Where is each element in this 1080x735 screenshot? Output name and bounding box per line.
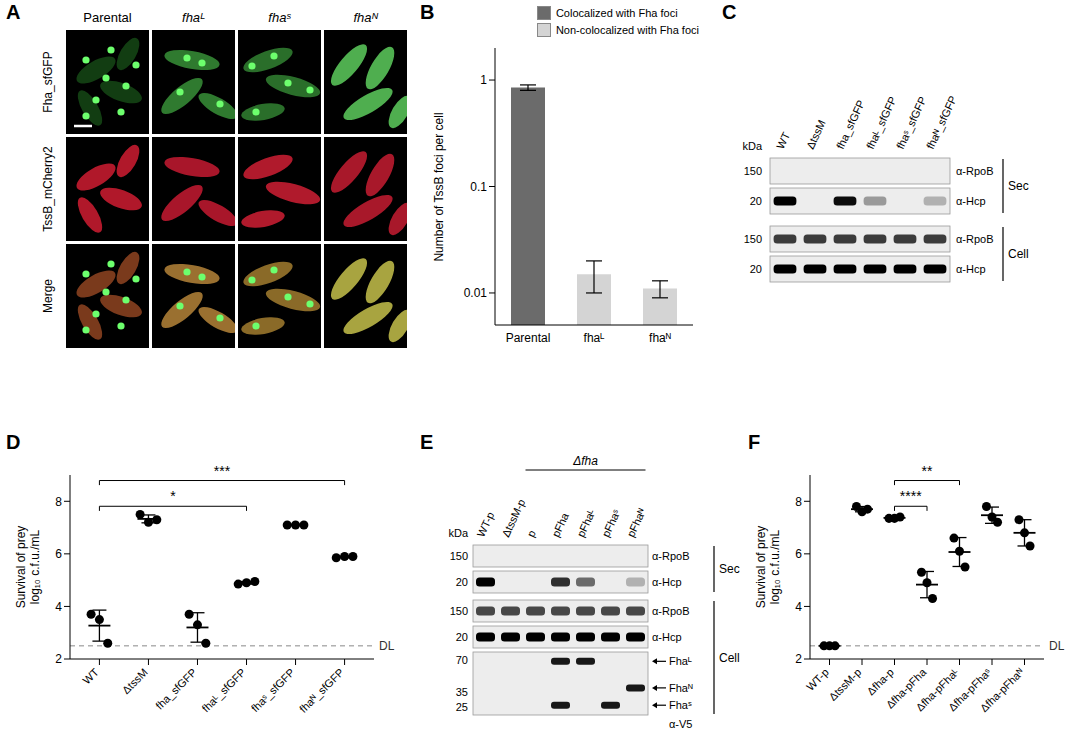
- svg-text:Sec: Sec: [1008, 179, 1029, 193]
- svg-text:α-V5: α-V5: [669, 718, 692, 730]
- svg-text:DL: DL: [1049, 639, 1065, 653]
- svg-text:TssB_mCherry2: TssB_mCherry2: [41, 146, 55, 232]
- svg-text:Sec: Sec: [719, 562, 740, 576]
- svg-text:20: 20: [456, 576, 468, 588]
- svg-text:ΔtssM: ΔtssM: [804, 118, 828, 151]
- svg-text:35: 35: [456, 686, 468, 698]
- svg-text:20: 20: [456, 631, 468, 643]
- svg-text:Merge: Merge: [41, 279, 55, 313]
- svg-text:0.1: 0.1: [470, 180, 487, 194]
- svg-text:*: *: [170, 488, 176, 504]
- svg-text:WT-p: WT-p: [804, 666, 831, 693]
- svg-text:fhaˢ_sfGFP: fhaˢ_sfGFP: [894, 95, 929, 151]
- svg-text:Δfha-p: Δfha-p: [865, 666, 896, 697]
- svg-text:Parental: Parental: [506, 331, 551, 345]
- svg-text:α-RpoB: α-RpoB: [652, 550, 690, 562]
- svg-text:α-RpoB: α-RpoB: [956, 165, 994, 177]
- svg-text:fha_sfGFP: fha_sfGFP: [153, 666, 199, 712]
- svg-text:Fhaᴺ: Fhaᴺ: [669, 682, 693, 694]
- svg-text:fhaˢ_sfGFP: fhaˢ_sfGFP: [249, 666, 297, 714]
- svg-text:8: 8: [55, 495, 62, 509]
- svg-text:Δfha-pFhaˢ: Δfha-pFhaˢ: [945, 665, 994, 714]
- svg-text:WT-p: WT-p: [474, 510, 496, 539]
- svg-text:pFhaᴺ: pFhaᴺ: [624, 507, 648, 539]
- svg-text:Fha_sfGFP: Fha_sfGFP: [41, 51, 55, 112]
- html-text:D: D: [6, 431, 21, 453]
- svg-text:****: ****: [900, 488, 922, 504]
- svg-text:p: p: [524, 528, 537, 539]
- svg-text:α-Hcp: α-Hcp: [652, 631, 682, 643]
- svg-text:pFha: pFha: [549, 510, 571, 539]
- html-text:log₁₀ c.f.u./mL: log₁₀ c.f.u./mL: [28, 529, 42, 605]
- svg-text:WT: WT: [80, 666, 101, 687]
- svg-text:2: 2: [795, 652, 802, 666]
- svg-text:20: 20: [750, 263, 762, 275]
- svg-text:fhaᴸ_sfGFP: fhaᴸ_sfGFP: [864, 95, 899, 151]
- svg-text:fhaᴺ_sfGFP: fhaᴺ_sfGFP: [297, 666, 346, 715]
- svg-text:Parental: Parental: [83, 10, 132, 25]
- svg-text:150: 150: [450, 550, 468, 562]
- svg-text:Δfha-pFhaᴺ: Δfha-pFhaᴺ: [978, 666, 1026, 714]
- svg-text:4: 4: [55, 600, 62, 614]
- svg-text:α-Hcp: α-Hcp: [652, 576, 682, 588]
- html-text:Number of TssB foci per cell: Number of TssB foci per cell: [431, 111, 446, 262]
- svg-text:ΔtssM: ΔtssM: [120, 666, 150, 696]
- svg-text:DL: DL: [379, 639, 395, 653]
- svg-text:WT: WT: [774, 130, 792, 151]
- html-text:B: B: [420, 1, 435, 23]
- svg-text:1: 1: [480, 73, 487, 87]
- svg-text:6: 6: [795, 547, 802, 561]
- svg-text:Fhaˢ: Fhaˢ: [669, 699, 692, 711]
- svg-text:fhaᴺ_sfGFP: fhaᴺ_sfGFP: [924, 94, 959, 151]
- svg-text:fhaᴸ: fhaᴸ: [584, 331, 605, 345]
- html-text:Survival of prey: Survival of prey: [753, 525, 768, 609]
- svg-text:fhaˢ: fhaˢ: [268, 10, 291, 25]
- svg-text:4: 4: [795, 600, 802, 614]
- svg-text:0.01: 0.01: [464, 286, 488, 300]
- svg-text:150: 150: [744, 233, 762, 245]
- svg-text:6: 6: [55, 547, 62, 561]
- html-text:C: C: [722, 1, 737, 23]
- svg-text:pFhaᴸ: pFhaᴸ: [574, 507, 597, 538]
- html-text:E: E: [420, 431, 434, 453]
- svg-text:kDa: kDa: [742, 140, 762, 152]
- svg-text:25: 25: [456, 701, 468, 713]
- svg-text:Δfha-pFha: Δfha-pFha: [883, 665, 929, 711]
- svg-text:Cell: Cell: [1008, 247, 1029, 261]
- svg-text:150: 150: [744, 165, 762, 177]
- svg-text:fhaᴸ: fhaᴸ: [182, 10, 205, 25]
- svg-text:Δfha: Δfha: [572, 454, 598, 468]
- svg-text:ΔtssM-p: ΔtssM-p: [826, 666, 863, 703]
- svg-text:ΔtssM-p: ΔtssM-p: [499, 497, 527, 539]
- svg-text:150: 150: [450, 605, 468, 617]
- html-text:Colocalized with Fha foci: Colocalized with Fha foci: [555, 6, 678, 19]
- svg-text:pFhaˢ: pFhaˢ: [599, 507, 622, 538]
- svg-text:70: 70: [456, 654, 468, 666]
- svg-text:α-RpoB: α-RpoB: [956, 233, 994, 245]
- svg-text:20: 20: [750, 195, 762, 207]
- svg-text:α-Hcp: α-Hcp: [956, 195, 986, 207]
- svg-text:2: 2: [55, 652, 62, 666]
- html-text:Survival of prey: Survival of prey: [13, 525, 28, 609]
- svg-text:kDa: kDa: [448, 527, 468, 539]
- svg-text:8: 8: [795, 495, 802, 509]
- html-text:log₁₀ c.f.u./mL: log₁₀ c.f.u./mL: [768, 529, 782, 605]
- svg-text:α-Hcp: α-Hcp: [956, 263, 986, 275]
- svg-text:***: ***: [214, 463, 231, 479]
- svg-text:fhaᴺ: fhaᴺ: [353, 10, 378, 25]
- svg-text:fhaᴺ: fhaᴺ: [649, 331, 671, 345]
- svg-text:**: **: [922, 463, 933, 479]
- html-text:F: F: [748, 431, 761, 453]
- svg-text:fhaᴸ_sfGFP: fhaᴸ_sfGFP: [200, 666, 248, 714]
- svg-text:α-RpoB: α-RpoB: [652, 605, 690, 617]
- svg-text:Δfha-pFhaᴸ: Δfha-pFhaᴸ: [913, 665, 961, 714]
- svg-text:Cell: Cell: [719, 651, 740, 665]
- svg-text:fha_sfGFP: fha_sfGFP: [834, 98, 867, 151]
- html-text:Non-colocalized with Fha foci: Non-colocalized with Fha foci: [555, 23, 699, 36]
- svg-text:Fhaᴸ: Fhaᴸ: [669, 655, 692, 667]
- html-text:A: A: [6, 1, 21, 23]
